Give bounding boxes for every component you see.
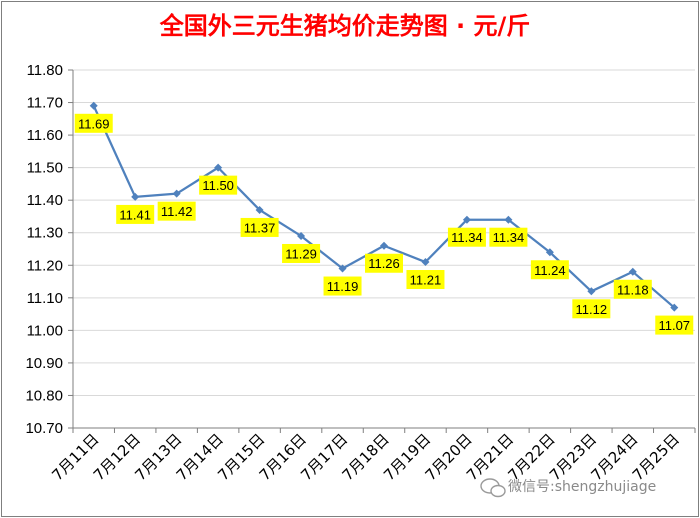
data-point (380, 241, 388, 250)
data-label: 11.12 (576, 302, 608, 317)
data-label-box (157, 201, 196, 221)
data-point (131, 192, 140, 201)
data-point (421, 258, 430, 267)
data-label: 11.07 (658, 318, 690, 333)
data-point (462, 215, 471, 224)
y-tick-label: 11.80 (27, 62, 63, 79)
data-label: 11.26 (368, 256, 400, 271)
y-tick-label: 11.10 (27, 290, 63, 307)
data-label: 11.24 (534, 263, 566, 278)
chart-title: 全国外三元生猪均价走势图 · 元/斤 (159, 12, 531, 40)
y-tick-label: 11.50 (27, 160, 63, 177)
data-label-box (572, 299, 611, 319)
data-label: 11.18 (617, 282, 649, 297)
y-tick-label: 11.30 (27, 225, 63, 242)
data-point (89, 101, 98, 110)
data-label-box (655, 315, 694, 335)
watermark-text: 微信号:shengzhujiage (508, 479, 656, 495)
data-label: 11.21 (410, 273, 442, 288)
data-label-box (530, 260, 569, 280)
wechat-icon (480, 478, 506, 498)
data-point (504, 215, 513, 224)
y-tick-label: 10.90 (25, 355, 63, 372)
data-point (587, 287, 596, 296)
data-point (545, 248, 554, 257)
data-label: 11.34 (493, 230, 525, 245)
y-tick-label: 10.80 (25, 387, 63, 404)
data-label-box (613, 279, 652, 299)
data-label-box (240, 217, 279, 237)
watermark: 微信号:shengzhujiage (480, 478, 656, 498)
data-label-box (489, 227, 528, 247)
data-label: 11.42 (161, 204, 193, 219)
data-point (172, 189, 181, 198)
data-point (670, 303, 679, 312)
series (89, 101, 679, 312)
data-label-box (323, 276, 362, 296)
x-axis-ticks: 7月11日7月12日7月13日7月14日7月15日7月16日7月17日7月18日… (48, 430, 683, 484)
data-label: 11.69 (78, 116, 110, 131)
data-point (214, 163, 223, 172)
data-label-box (365, 253, 403, 273)
y-tick-label: 10.70 (25, 420, 63, 437)
data-point (297, 231, 306, 240)
data-point (338, 264, 347, 273)
data-point (255, 205, 264, 214)
data-label-box (116, 204, 155, 224)
data-label: 11.19 (327, 279, 359, 294)
data-label: 11.34 (451, 230, 483, 245)
data-label-box (282, 243, 321, 263)
y-tick-label: 11.40 (27, 192, 63, 209)
grid (73, 69, 695, 396)
y-tick-label: 11.60 (27, 127, 63, 144)
data-label-box (199, 175, 238, 195)
data-label-box (447, 227, 486, 247)
data-label-box (74, 113, 113, 133)
data-label: 11.50 (202, 178, 234, 193)
y-tick-label: 11.00 (27, 322, 63, 339)
data-labels: 11.69 11.41 11.42 11.50 11.37 11.29 11.19 11.26… (74, 113, 694, 335)
y-axis-ticks: 10.70 10.80 10.90 11.00 11.10 11.20 11.30 11.40… (25, 62, 63, 437)
axes (68, 69, 696, 433)
data-label-box (406, 270, 445, 290)
data-label: 11.41 (119, 207, 151, 222)
data-point (628, 267, 637, 276)
y-tick-label: 11.70 (27, 95, 63, 112)
data-label: 11.29 (285, 246, 317, 261)
y-tick-label: 11.20 (27, 257, 63, 274)
data-label: 11.37 (244, 220, 276, 235)
